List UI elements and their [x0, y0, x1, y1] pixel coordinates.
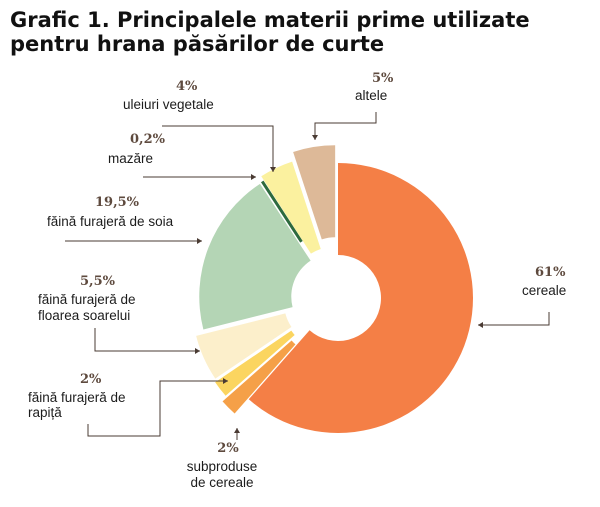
leader-cereale	[478, 312, 550, 326]
leader-arrow-altele	[312, 135, 318, 140]
leader-arrow-uleiuri	[270, 167, 276, 172]
pct-label-altele: 5%	[372, 71, 394, 86]
leader-arrow-mazare	[251, 174, 256, 180]
slice-rapita	[215, 330, 295, 396]
slice-label-uleiuri-1: uleiuri vegetale	[123, 97, 214, 112]
slice-label-floarea-1: făină furajeră de	[38, 292, 136, 307]
slice-floarea	[196, 313, 292, 379]
chart-title-line-1: Grafic 1. Principalele materii prime uti…	[10, 8, 530, 32]
leader-arrow-rapita	[223, 378, 228, 384]
slice-label-floarea-2: floarea soarelui	[38, 308, 130, 323]
chart-title: Grafic 1. Principalele materii prime uti…	[10, 8, 595, 56]
slice-mazare	[260, 180, 303, 243]
pct-label-soia: 19,5%	[95, 195, 140, 210]
pct-label-uleiuri: 4%	[176, 79, 198, 94]
slice-label-rapita-1: făină furajeră de	[28, 390, 126, 405]
pct-label-subproduse: 2%	[217, 441, 239, 456]
slice-altele	[293, 145, 336, 240]
donut-slices	[196, 145, 473, 433]
chart-title-line-2: pentru hrana păsărilor de curte	[10, 32, 385, 56]
leader-altele	[314, 112, 377, 140]
leader-uleiuri	[162, 125, 274, 172]
slice-label-soia-1: făină furajeră de soia	[47, 214, 174, 229]
slice-subproduse	[222, 340, 296, 414]
slice-label-cereale-1: cereale	[522, 283, 566, 298]
slice-label-rapita-2: rapiță	[28, 405, 62, 420]
slice-soia	[199, 183, 311, 330]
leader-arrow-floarea	[195, 348, 200, 354]
slice-label-mazare-1: mazăre	[108, 151, 153, 166]
slice-cereale	[248, 163, 473, 433]
pct-label-mazare: 0,2%	[130, 132, 166, 147]
slice-label-subproduse-2: de cereale	[190, 475, 253, 490]
pct-label-rapita: 2%	[80, 372, 102, 387]
slice-uleiuri	[261, 161, 321, 254]
leader-arrow-soia	[197, 238, 202, 244]
leader-arrow-subproduse	[234, 428, 240, 433]
slice-label-subproduse-1: subproduse	[187, 459, 258, 474]
pct-label-floarea: 5,5%	[80, 274, 116, 289]
pct-label-cereale: 61%	[535, 265, 566, 280]
leader-lines	[65, 112, 550, 440]
slice-label-altele-1: altele	[355, 88, 387, 103]
leader-floarea	[94, 328, 200, 352]
leader-rapita	[87, 380, 228, 437]
leader-arrow-cereale	[478, 322, 483, 328]
